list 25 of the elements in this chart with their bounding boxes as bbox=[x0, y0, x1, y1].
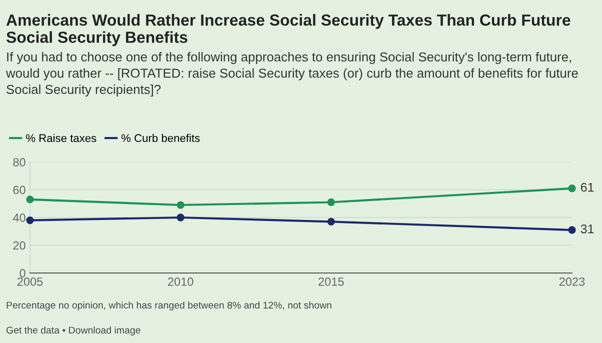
chart-title: Americans Would Rather Increase Social Security Taxes Than Curb Future Social Security Benefits bbox=[6, 14, 570, 46]
x-tick-label: 2015 bbox=[318, 277, 344, 286]
point bbox=[26, 216, 34, 224]
x-tick-label: 2005 bbox=[17, 277, 43, 286]
y-tick-label: 60 bbox=[13, 186, 26, 194]
data-label: 31 bbox=[580, 224, 594, 234]
x-tick-label: 2023 bbox=[559, 277, 585, 286]
y-tick-label: 40 bbox=[12, 214, 26, 222]
chart-subtitle: If you had to choose one of the following approaches to ensuring Social Security's long-term future, would you rather -- [ROTATED: raise Social Security taxes (or) curb the amount of benefits for future Social Security recipients]? bbox=[6, 52, 578, 97]
text: Get the data • Download image bbox=[6, 326, 140, 336]
point bbox=[176, 201, 184, 209]
point bbox=[176, 214, 184, 222]
point bbox=[26, 196, 34, 204]
y-tick-label: 0 bbox=[20, 269, 26, 278]
point bbox=[568, 226, 576, 234]
point bbox=[327, 218, 335, 226]
x-tick-label: 2010 bbox=[168, 277, 194, 286]
legend-label: % Raise taxes bbox=[26, 134, 96, 142]
legend-label: % Curb benefits bbox=[121, 134, 200, 142]
point bbox=[327, 198, 335, 206]
y-tick-label: 80 bbox=[13, 158, 26, 166]
text: Percentage no opinion, which has ranged between 8% and 12%, not shown bbox=[6, 301, 332, 311]
point bbox=[568, 184, 576, 192]
data-label: 61 bbox=[580, 182, 594, 192]
y-tick-label: 20 bbox=[13, 241, 26, 250]
